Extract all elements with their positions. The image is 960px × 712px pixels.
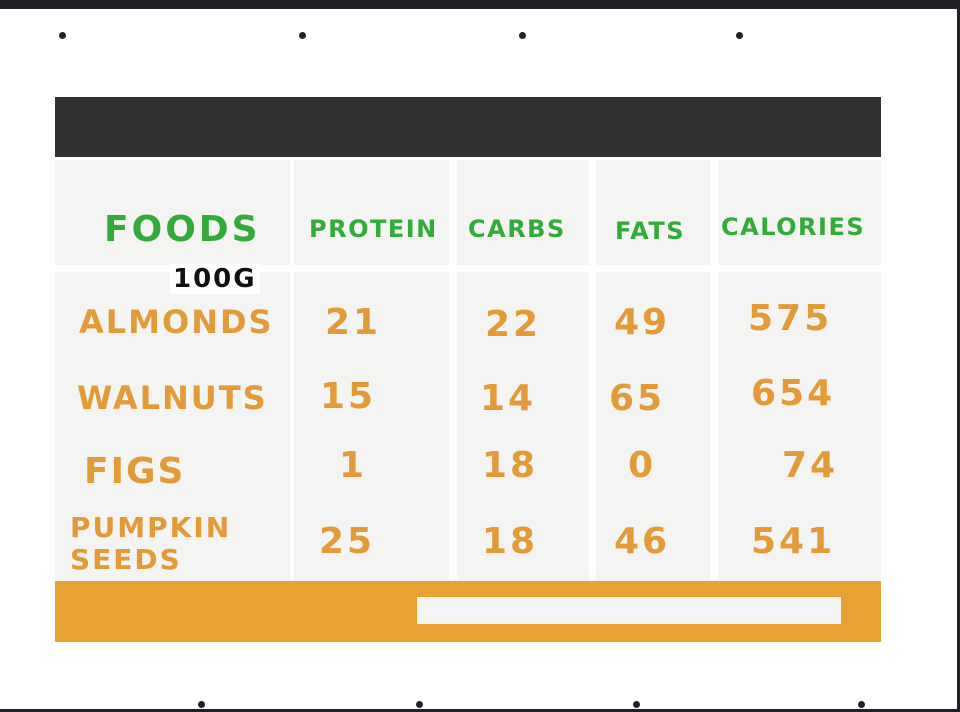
top-border: [0, 0, 960, 9]
body-column-carbs: [457, 272, 589, 580]
protein-value: 15: [320, 376, 377, 417]
header-bar: [55, 97, 881, 157]
food-name-line-2: SEEDS: [70, 543, 182, 576]
column-header-foods: FOODS: [104, 209, 261, 250]
calories-value: 575: [748, 298, 833, 339]
decorative-dot: [198, 701, 205, 708]
body-column-calories: [718, 272, 881, 580]
calories-value: 654: [751, 373, 836, 414]
food-name-line-1: PUMPKIN: [70, 511, 232, 544]
calories-value: 74: [782, 445, 839, 486]
decorative-dot: [736, 32, 743, 39]
fats-value: 46: [614, 521, 671, 562]
column-header-fats: FATS: [615, 217, 686, 245]
decorative-dot: [416, 701, 423, 708]
body-column-foods: [55, 272, 290, 580]
calories-value: 541: [751, 521, 836, 562]
column-header-carbs: CARBS: [468, 215, 566, 243]
body-column-protein: [294, 272, 449, 580]
food-name: FIGS: [84, 451, 186, 492]
decorative-dot: [858, 701, 865, 708]
column-header-protein: PROTEIN: [309, 215, 438, 243]
column-header-calories: CALORIES: [721, 213, 866, 241]
header-cell-foods: [55, 160, 290, 265]
right-border: [957, 0, 960, 712]
fats-value: 49: [614, 302, 671, 343]
footer-bar: [55, 581, 881, 642]
footer-pill: [417, 597, 841, 624]
header-cell-carbs: [457, 160, 589, 265]
carbs-value: 22: [485, 304, 542, 345]
fats-value: 0: [628, 445, 657, 486]
decorative-dot: [59, 32, 66, 39]
bottom-border: [0, 709, 960, 712]
carbs-value: 18: [482, 445, 539, 486]
decorative-dot: [633, 701, 640, 708]
food-name: ALMONDS: [79, 303, 274, 341]
carbs-value: 14: [480, 378, 537, 419]
fats-value: 65: [609, 378, 666, 419]
header-cell-fats: [596, 160, 710, 265]
food-name: WALNUTS: [77, 379, 268, 417]
header-cell-protein: [294, 160, 449, 265]
nutrition-table-card: [55, 97, 881, 642]
decorative-dot: [299, 32, 306, 39]
decorative-dot: [519, 32, 526, 39]
protein-value: 21: [325, 302, 382, 343]
header-cell-calories: [718, 160, 881, 265]
serving-size-label: 100G: [170, 264, 260, 294]
protein-value: 1: [339, 445, 368, 486]
body-column-fats: [596, 272, 710, 580]
carbs-value: 18: [482, 521, 539, 562]
protein-value: 25: [319, 521, 376, 562]
